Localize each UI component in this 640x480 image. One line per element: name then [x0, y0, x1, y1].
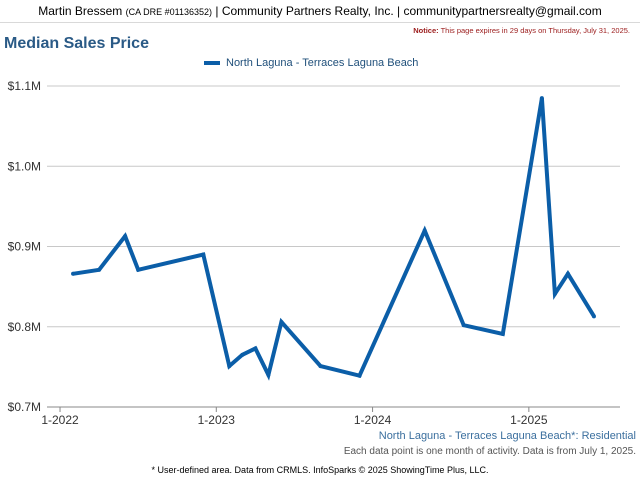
data-point[interactable]	[357, 373, 362, 378]
notice-label: Notice:	[413, 26, 439, 35]
x-axis-ticks: 1-2022 1-2023 1-2024 1-2025	[41, 407, 548, 427]
y-tick-label: $0.9M	[8, 240, 41, 254]
x-tick-label: 1-2023	[198, 413, 236, 427]
notice-text: This page expires in 29 days on Thursday…	[440, 26, 630, 35]
data-source-note: * User-defined area. Data from CRMLS. In…	[151, 465, 489, 475]
data-point[interactable]	[461, 323, 466, 328]
data-point[interactable]	[591, 314, 596, 319]
data-point[interactable]	[500, 331, 505, 336]
y-tick-label: $0.8M	[8, 320, 41, 334]
data-point[interactable]	[279, 319, 284, 324]
data-point[interactable]	[318, 364, 323, 369]
data-point[interactable]	[123, 234, 128, 239]
data-point[interactable]	[422, 228, 427, 233]
area-footnote: North Laguna - Terraces Laguna Beach*: R…	[378, 430, 636, 442]
data-point[interactable]	[565, 271, 570, 276]
x-tick-label: 1-2022	[41, 413, 79, 427]
data-point[interactable]	[71, 271, 76, 276]
y-tick-label: $0.7M	[8, 400, 41, 414]
header-separator-1: |	[215, 4, 219, 18]
data-point[interactable]	[201, 252, 206, 257]
header-separator-2: |	[397, 4, 401, 18]
data-point[interactable]	[97, 267, 102, 272]
data-point[interactable]	[539, 96, 544, 101]
legend-label: North Laguna - Terraces Laguna Beach	[226, 57, 419, 69]
data-point[interactable]	[552, 291, 557, 296]
x-tick-label: 1-2025	[510, 413, 548, 427]
legend-swatch	[204, 61, 220, 65]
y-axis-ticks: $0.7M $0.8M $0.9M $1.0M $1.1M	[8, 79, 41, 414]
expiry-notice: Notice: This page expires in 29 days on …	[413, 26, 630, 35]
data-point[interactable]	[240, 352, 245, 357]
data-point[interactable]	[266, 372, 271, 377]
activity-note: Each data point is one month of activity…	[343, 446, 636, 457]
agent-email[interactable]: communitypartnersrealty@gmail.com	[403, 4, 602, 18]
data-point[interactable]	[253, 346, 258, 351]
y-tick-label: $1.0M	[8, 159, 41, 173]
agent-header-bar: Martin Bressem (CA DRE #01136352) | Comm…	[0, 0, 640, 23]
series-layer	[71, 96, 596, 381]
chart-title: Median Sales Price	[4, 35, 149, 52]
y-tick-label: $1.1M	[8, 79, 41, 93]
x-tick-label: 1-2024	[354, 413, 392, 427]
data-point[interactable]	[136, 267, 141, 272]
data-point[interactable]	[227, 364, 232, 369]
brokerage-name: Community Partners Realty, Inc.	[221, 4, 394, 18]
agent-license: (CA DRE #01136352)	[125, 7, 213, 17]
chart-legend[interactable]: North Laguna - Terraces Laguna Beach	[204, 57, 418, 69]
series-line[interactable]	[72, 97, 596, 381]
agent-name: Martin Bressem	[38, 4, 123, 18]
